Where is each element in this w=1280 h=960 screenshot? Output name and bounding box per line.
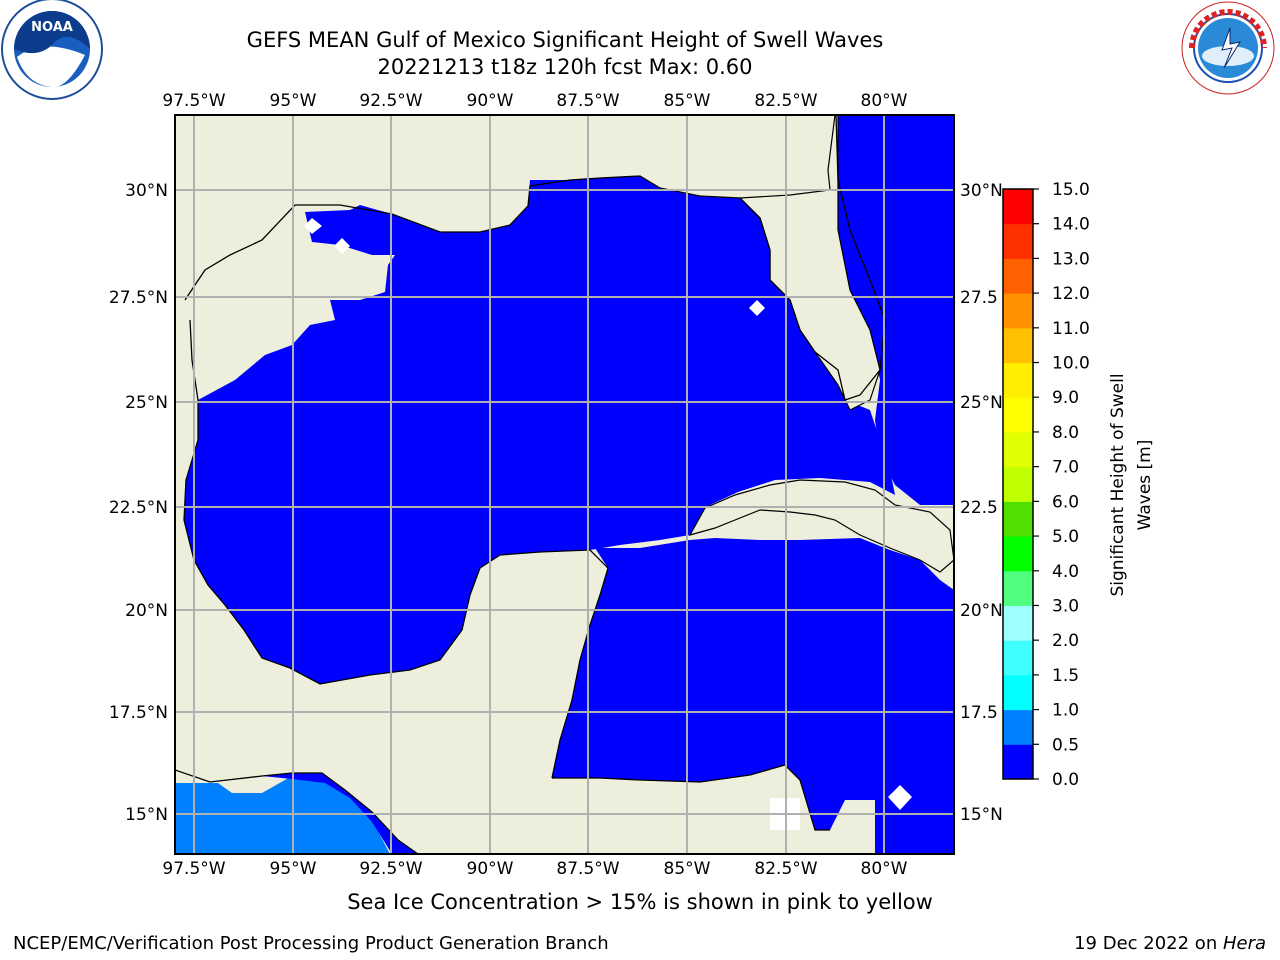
colorbar-tick-label: 7.0: [1052, 458, 1079, 478]
colorbar-tick-label: 6.0: [1052, 492, 1079, 512]
colorbar-tick-label: 8.0: [1052, 423, 1079, 443]
lat-label: 22.5: [960, 498, 998, 518]
lat-labels-right: 30°N 27.5 25°N 22.5 20°N 17.5 15°N: [960, 181, 1003, 825]
colorbar-bin: [1003, 293, 1033, 329]
sea-ice-note: Sea Ice Concentration > 15% is shown in …: [347, 890, 933, 914]
lon-label: 95°W: [270, 859, 317, 879]
lon-label: 87.5°W: [556, 859, 619, 879]
colorbar-tick-label: 10.0: [1052, 354, 1090, 374]
colorbar-bin: [1003, 362, 1033, 398]
colorbar-bin: [1003, 431, 1033, 468]
caribbean-water: [552, 538, 954, 854]
colorbar-label-line1: Significant Height of Swell: [1108, 373, 1128, 596]
lat-label: 20°N: [125, 601, 168, 621]
lat-labels-left: 30°N 27.5°N 25°N 22.5°N 20°N 17.5°N 15°N: [109, 181, 168, 825]
colorbar-bin: [1003, 397, 1033, 433]
lon-label: 82.5°W: [754, 91, 817, 111]
lon-label: 90°W: [467, 91, 514, 111]
lat-label: 22.5°N: [109, 498, 168, 518]
missing-cells: [304, 218, 912, 830]
colorbar-bin: [1003, 709, 1033, 745]
noaa-logo: NOAA: [1, 0, 103, 100]
lon-label: 82.5°W: [754, 859, 817, 879]
lat-label: 25°N: [125, 393, 168, 413]
colorbar-tick-label: 9.0: [1052, 388, 1079, 408]
graticule: [175, 115, 954, 854]
lon-label: 80°W: [861, 91, 908, 111]
title-line-2: 20221213 t18z 120h fcst Max: 0.60: [377, 55, 753, 79]
lon-labels-top: 97.5°W 95°W 92.5°W 90°W 87.5°W 85°W 82.5…: [162, 91, 907, 111]
colorbar-bin: [1003, 640, 1033, 676]
colorbar-tick-label: 1.0: [1052, 701, 1079, 721]
lat-label: 17.5°N: [109, 703, 168, 723]
lat-label: 27.5°N: [109, 288, 168, 308]
lat-label: 15°N: [960, 805, 1003, 825]
colorbar-tick-label: 12.0: [1052, 284, 1090, 304]
lon-label: 92.5°W: [359, 859, 422, 879]
lon-label: 80°W: [861, 859, 908, 879]
lon-label: 87.5°W: [556, 91, 619, 111]
colorbar-bin: [1003, 501, 1033, 537]
map-plot-area: [175, 115, 954, 854]
colorbar-tick-label: 4.0: [1052, 562, 1079, 582]
colorbar: [1003, 189, 1033, 780]
lat-label: 27.5: [960, 288, 998, 308]
colorbar-tick-label: 14.0: [1052, 215, 1090, 235]
colorbar-bin: [1003, 466, 1033, 502]
colorbar-frame: [1002, 188, 1034, 780]
colorbar-bin: [1003, 189, 1033, 225]
colorbar-tick-label: 5.0: [1052, 527, 1079, 547]
lon-label: 97.5°W: [162, 859, 225, 879]
colorbar-tick-label: 0.0: [1052, 770, 1079, 790]
colorbar-tick-label: 0.5: [1052, 735, 1079, 755]
lon-label: 85°W: [664, 859, 711, 879]
lat-label: 17.5: [960, 703, 998, 723]
colorbar-tick-label: 15.0: [1052, 180, 1090, 200]
colorbar-bin: [1003, 570, 1033, 606]
colorbar-tick-label: 2.0: [1052, 631, 1079, 651]
date-text: 19 Dec 2022 on: [1074, 933, 1223, 954]
colorbar-tick-label: 1.5: [1052, 666, 1079, 686]
colorbar-bin: [1003, 258, 1033, 294]
lon-labels-bottom: 97.5°W 95°W 92.5°W 90°W 87.5°W 85°W 82.5…: [162, 859, 907, 879]
lon-label: 85°W: [664, 91, 711, 111]
colorbar-bin: [1003, 605, 1033, 641]
colorbar-ticks: 15.0 14.0 13.0 12.0 11.0 10.0 9.0 8.0 7.0 6.0 5.0 4…: [1033, 180, 1090, 790]
date-stamp: 19 Dec 2022 on Hera: [1074, 933, 1266, 954]
colorbar-bin: [1003, 223, 1033, 259]
lon-label: 92.5°W: [359, 91, 422, 111]
lat-label: 20°N: [960, 601, 1003, 621]
lat-label: 30°N: [960, 181, 1003, 201]
lat-label: 30°N: [125, 181, 168, 201]
colorbar-bin: [1003, 744, 1033, 780]
colorbar-bin: [1003, 536, 1033, 572]
credit-line: NCEP/EMC/Verification Post Processing Pr…: [13, 933, 609, 954]
atlantic-water: [828, 115, 954, 505]
nws-logo: [1181, 1, 1275, 95]
pacific-water: [262, 773, 418, 854]
lon-label: 95°W: [270, 91, 317, 111]
noaa-logo-text: NOAA: [31, 20, 73, 35]
map-frame: [174, 114, 955, 855]
colorbar-bin: [1003, 327, 1033, 364]
host-name: Hera: [1222, 933, 1266, 954]
lon-label: 97.5°W: [162, 91, 225, 111]
gulf-water: [184, 176, 895, 684]
title-line-1: GEFS MEAN Gulf of Mexico Significant Hei…: [246, 28, 884, 52]
lat-label: 15°N: [125, 805, 168, 825]
lat-label: 25°N: [960, 393, 1003, 413]
lon-label: 90°W: [467, 859, 514, 879]
colorbar-label-line2: Waves [m]: [1135, 440, 1155, 531]
colorbar-tick-label: 13.0: [1052, 249, 1090, 269]
colorbar-bin: [1003, 674, 1033, 711]
colorbar-tick-label: 3.0: [1052, 596, 1079, 616]
colorbar-tick-label: 11.0: [1052, 319, 1090, 339]
